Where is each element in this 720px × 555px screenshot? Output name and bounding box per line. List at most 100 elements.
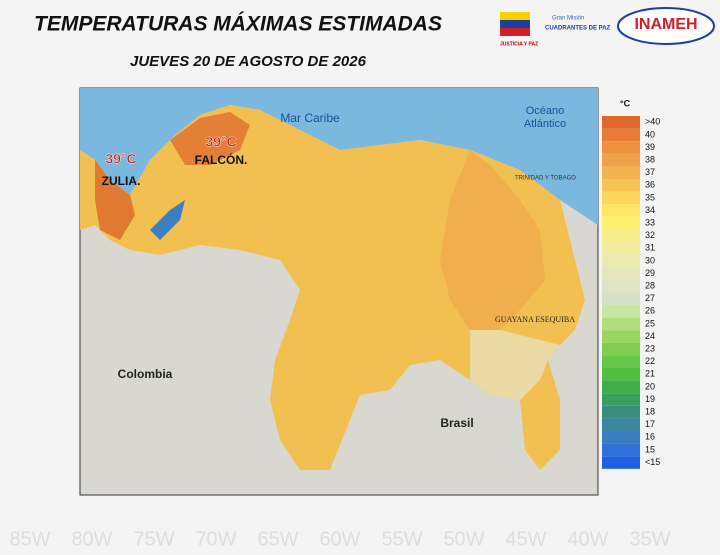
logo-text: INAMEH — [634, 16, 697, 33]
longitude-label: 70W — [195, 528, 236, 550]
legend-swatch — [602, 456, 640, 469]
legend-swatch — [602, 216, 640, 230]
sea — [80, 88, 598, 225]
legend-label: 34 — [645, 205, 655, 215]
longitude-label: 40W — [567, 528, 608, 550]
region — [440, 150, 545, 330]
longitude-label: 45W — [505, 528, 546, 550]
legend-label: 40 — [645, 129, 655, 139]
legend-label: 26 — [645, 306, 655, 316]
longitudes: 85W 80W 75W 70W 65W 60W 55W 50W 45W 40W 35W — [9, 528, 670, 550]
hotspot-region: ZULIA. — [102, 174, 141, 188]
map-label: TRINIDAD Y TOBAGO — [515, 176, 576, 182]
legend-swatch — [602, 141, 640, 154]
legend-swatch — [602, 380, 640, 394]
longitude-label: 85W — [9, 528, 50, 550]
legend-swatch — [602, 305, 640, 318]
legend-label: 19 — [645, 394, 655, 404]
falcon-hot — [170, 112, 250, 165]
map-label: Brasil — [440, 416, 473, 430]
legend-swatch — [602, 279, 640, 293]
map-label: Mar Caribe — [280, 111, 340, 125]
map-label: Colombia — [118, 367, 173, 381]
flag-stripe — [500, 20, 530, 28]
legend-label: 33 — [645, 217, 655, 227]
longitude-label: 55W — [381, 528, 422, 550]
legend-swatch — [602, 204, 640, 217]
legend-swatch — [602, 368, 640, 381]
title: TEMPERATURAS MÁXIMAS ESTIMADAS — [34, 13, 442, 36]
legend-swatch — [602, 179, 640, 192]
subtitle: JUEVES 20 DE AGOSTO DE 2026 — [130, 53, 367, 70]
legend-label: 36 — [645, 180, 655, 190]
legend-swatch — [602, 405, 640, 419]
legend-swatch — [602, 317, 640, 331]
logo-text: Gran Misión — [552, 16, 584, 22]
hotspot-temp: 39°C — [205, 134, 236, 150]
legend-swatch — [602, 267, 640, 280]
legend-label: 28 — [645, 280, 655, 290]
longitude-label: 75W — [133, 528, 174, 550]
legend-swatch — [602, 418, 640, 431]
legend-swatch — [602, 330, 640, 343]
map-label: Atlántico — [524, 118, 566, 130]
longitude-label: 80W — [71, 528, 112, 550]
legend-swatch — [602, 355, 640, 368]
legend-label: 38 — [645, 154, 655, 164]
legend-label: 21 — [645, 369, 655, 379]
legend-swatch — [602, 166, 640, 179]
legend-label: 39 — [645, 142, 655, 152]
legend-label: 15 — [645, 444, 655, 454]
longitude-label: 60W — [319, 528, 360, 550]
legend-swatch — [602, 443, 640, 457]
legend-swatch — [602, 431, 640, 444]
logo-text: CUADRANTES DE PAZ — [545, 26, 611, 32]
legend-swatch — [602, 153, 640, 167]
legend-label: >40 — [645, 117, 660, 127]
map: Mar Caribe Océano Atlántico TRINIDAD Y T… — [79, 87, 599, 496]
legend: °C >40 40 39 38 37 36 35 34 33 32 31 30 29 28 27 26 25 24… — [602, 98, 660, 469]
hotspot-region: FALCÓN. — [195, 152, 248, 167]
legend-label: <15 — [645, 457, 660, 467]
legend-label: 31 — [645, 243, 655, 253]
esequibo — [470, 330, 560, 400]
zulia-hot — [95, 160, 135, 240]
longitude-label: 50W — [443, 528, 484, 550]
legend-label: 16 — [645, 432, 655, 442]
legend-swatch — [602, 393, 640, 406]
legend-label: 29 — [645, 268, 655, 278]
legend-label: 27 — [645, 293, 655, 303]
legend-label: 22 — [645, 356, 655, 366]
logos: JUSTICIA Y PAZ Gran Misión CUADRANTES DE… — [500, 7, 715, 47]
logo-text: JUSTICIA Y PAZ — [500, 41, 538, 47]
logo-ellipse — [617, 7, 715, 45]
legend-swatch — [602, 254, 640, 268]
legend-label: 18 — [645, 406, 655, 416]
legend-label: 24 — [645, 331, 655, 341]
map-label: GUAYANA ESEQUIBA — [495, 315, 575, 324]
flag-stripe — [500, 28, 530, 36]
flag-stripe — [500, 12, 530, 20]
legend-label: 17 — [645, 419, 655, 429]
legend-label: 32 — [645, 230, 655, 240]
legend-swatch — [602, 128, 640, 142]
longitude-label: 65W — [257, 528, 298, 550]
legend-swatch — [602, 292, 640, 305]
map-label: Océano — [526, 105, 565, 117]
legend-swatch — [602, 191, 640, 205]
legend-swatch — [602, 116, 640, 129]
legend-label: 20 — [645, 381, 655, 391]
legend-unit: °C — [620, 98, 631, 108]
legend-label: 23 — [645, 343, 655, 353]
legend-swatch — [602, 342, 640, 356]
andes-cool — [150, 200, 185, 240]
legend-label: 37 — [645, 167, 655, 177]
legend-swatch — [602, 229, 640, 242]
longitude-label: 35W — [629, 528, 670, 550]
hotspot-temp: 39°C — [105, 151, 136, 167]
legend-label: 35 — [645, 192, 655, 202]
legend-swatch — [602, 242, 640, 255]
legend-label: 25 — [645, 318, 655, 328]
legend-label: 30 — [645, 255, 655, 265]
